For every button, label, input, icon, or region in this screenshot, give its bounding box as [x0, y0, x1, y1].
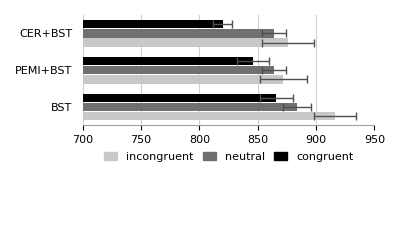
Bar [83, 38, 288, 47]
Bar [83, 57, 253, 65]
Bar [83, 20, 223, 29]
Bar [83, 103, 298, 111]
Bar [83, 112, 335, 121]
Bar [83, 94, 276, 102]
Bar [83, 29, 274, 38]
Bar [83, 75, 284, 84]
Legend: incongruent, neutral, congruent: incongruent, neutral, congruent [100, 147, 358, 166]
Bar [83, 66, 274, 74]
